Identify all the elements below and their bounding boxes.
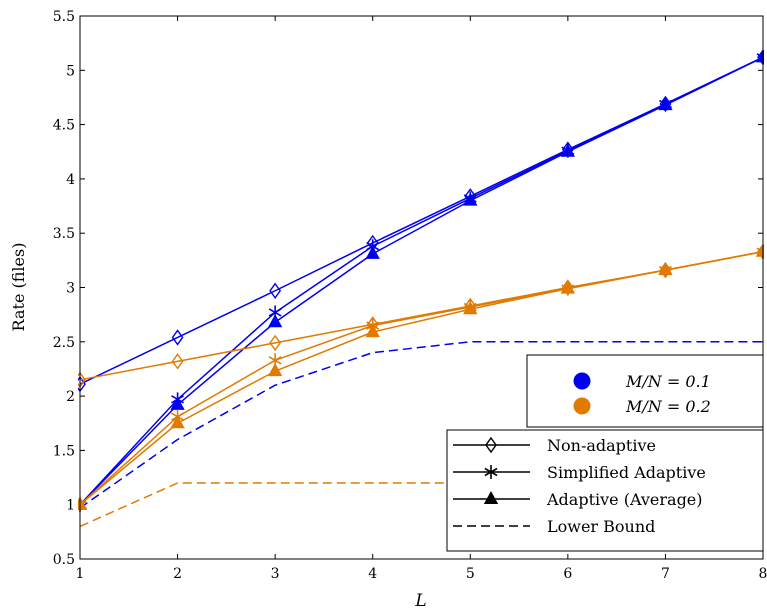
color-legend: M/N = 0.1 M/N = 0.2	[526, 354, 764, 428]
triangle-marker	[658, 97, 673, 111]
legend-color-label: M/N = 0.1	[625, 372, 711, 391]
triangle-marker	[463, 301, 478, 315]
legend-color-dot	[573, 397, 591, 415]
asterisk-stroke	[268, 356, 282, 365]
diamond-marker	[171, 353, 184, 370]
asterisk-stroke	[484, 467, 498, 477]
asterisk-stroke	[268, 308, 282, 317]
x-tick-label: 2	[173, 566, 182, 582]
diamond-marker	[485, 436, 497, 454]
triangle-marker	[463, 192, 478, 206]
series-line	[79, 56, 764, 506]
style-legend-box	[446, 429, 764, 552]
x-tick-label: 3	[271, 566, 280, 582]
legend-style-label: Adaptive (Average)	[546, 490, 703, 509]
x-tick-label: 7	[661, 566, 670, 582]
y-tick-label: 1.5	[53, 443, 75, 459]
triangle-marker	[170, 415, 185, 429]
x-tick-label: 8	[759, 566, 767, 582]
style-legend: Non-adaptive Simplified Adaptive Adaptive …	[446, 429, 764, 552]
y-tick-label: 4	[66, 172, 75, 188]
y-tick-label: 0.5	[53, 552, 75, 568]
series-line	[79, 56, 764, 506]
legend-style-label: Lower Bound	[547, 517, 655, 536]
diamond-marker	[269, 334, 282, 352]
y-tick-label: 1	[66, 498, 75, 514]
y-tick-label: 2.5	[53, 335, 75, 351]
y-tick-label: 3	[66, 281, 75, 297]
legend-style-label: Simplified Adaptive	[547, 463, 706, 482]
series-4	[79, 341, 763, 509]
plot-frame	[79, 15, 764, 560]
y-tick-label: 3.5	[53, 226, 75, 242]
x-tick-label: 5	[466, 566, 475, 582]
color-legend-box	[526, 354, 764, 428]
series-3	[78, 49, 764, 510]
legend-color-label: M/N = 0.2	[625, 397, 711, 416]
triangle-marker	[268, 363, 283, 377]
y-tick-label: 5	[66, 63, 75, 79]
triangle-marker	[365, 245, 380, 259]
y-tick-label: 2	[66, 389, 75, 405]
triangle-marker	[658, 262, 673, 276]
triangle-marker	[560, 280, 575, 294]
series-line	[79, 341, 763, 509]
asterisk-marker	[484, 465, 498, 479]
y-axis-label: Rate (files)	[9, 243, 28, 332]
y-tick-label: 4.5	[53, 118, 75, 134]
legend-style-label: Non-adaptive	[547, 436, 656, 455]
y-tick-label: 5.5	[53, 9, 75, 25]
diamond-marker	[171, 329, 184, 346]
triangle-marker	[268, 314, 283, 328]
triangle-marker	[365, 323, 380, 338]
diamond-marker	[269, 282, 282, 299]
x-axis-label: L	[414, 591, 426, 611]
triangle-marker	[483, 490, 499, 505]
triangle-marker	[560, 143, 575, 157]
triangle-marker	[170, 396, 185, 410]
legend-color-dot	[573, 372, 591, 390]
x-tick-label: 6	[563, 566, 572, 582]
series-line	[79, 250, 764, 506]
x-tick-label: 1	[76, 566, 85, 582]
series-7	[78, 243, 764, 510]
x-tick-label: 4	[368, 566, 377, 582]
